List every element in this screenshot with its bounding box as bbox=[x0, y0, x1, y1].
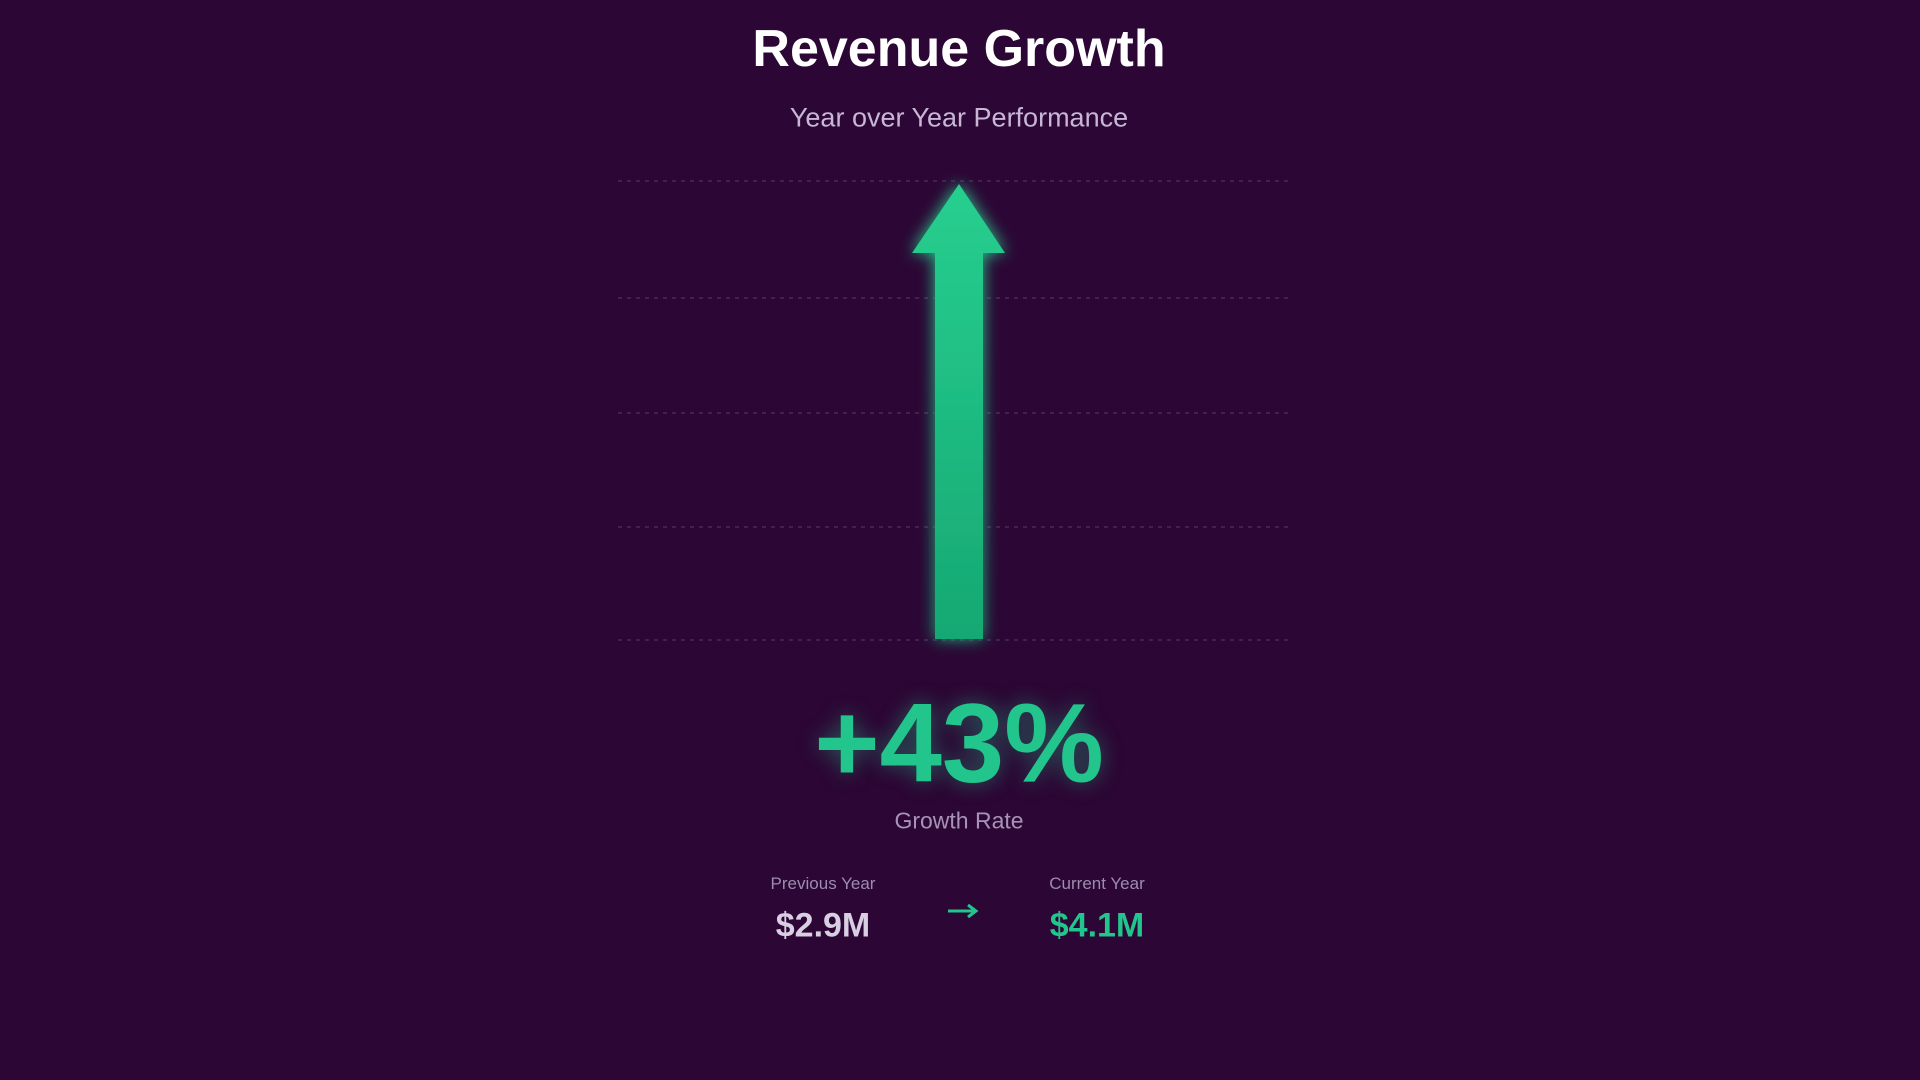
growth-arrow bbox=[912, 184, 1005, 639]
current-value: $4.1M bbox=[1049, 906, 1145, 945]
previous-value: $2.9M bbox=[775, 906, 871, 945]
current-label: Current Year bbox=[1049, 874, 1145, 893]
kpi-value: +43% bbox=[814, 680, 1104, 806]
title: Revenue Growth bbox=[752, 20, 1166, 78]
compare-arrow bbox=[948, 903, 979, 919]
kpi-label: Growth Rate bbox=[894, 807, 1024, 834]
subtitle: Year over Year Performance bbox=[789, 102, 1129, 133]
previous-label: Previous Year bbox=[770, 874, 876, 893]
